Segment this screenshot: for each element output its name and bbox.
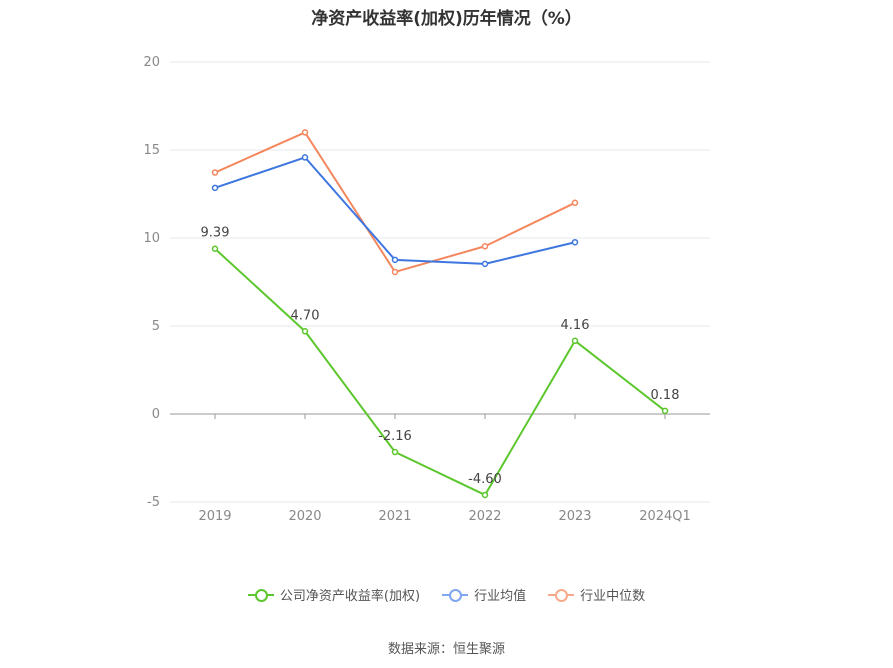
data-labels: 9.39 4.70 -2.16 -4.60 4.16 0.18 (201, 226, 680, 487)
x-axis: 2019 2020 2021 2022 2023 2024Q1 (170, 413, 710, 524)
x-tick-label: 2022 (468, 509, 501, 524)
data-point (301, 328, 309, 335)
data-label: 9.39 (201, 226, 230, 241)
data-label: 0.18 (651, 388, 680, 403)
legend-label-industry-mean: 行业均值 (474, 589, 527, 604)
y-tick-label: -5 (147, 495, 160, 510)
x-tick-label: 2019 (198, 509, 231, 524)
data-point (571, 337, 579, 345)
legend-item-industry-mean[interactable]: 行业均值 (442, 585, 526, 604)
data-point (211, 169, 219, 176)
y-tick-label: 20 (143, 55, 160, 70)
grid-lines (170, 61, 710, 503)
data-point (481, 243, 489, 250)
data-point (661, 407, 669, 415)
chart-title: 净资产收益率(加权)历年情况（%） (311, 9, 582, 29)
data-label: 4.70 (291, 308, 320, 323)
data-point (391, 256, 399, 264)
data-point (481, 260, 489, 268)
data-point (391, 448, 399, 456)
data-label: 4.16 (561, 318, 590, 333)
data-point (481, 491, 489, 499)
data-label: -4.60 (468, 472, 502, 487)
legend: 公司净资产收益率(加权) 行业均值 行业中位数 (0, 585, 893, 604)
legend-item-industry-median[interactable]: 行业中位数 (548, 585, 645, 604)
legend-marker-industry-mean (442, 588, 469, 602)
data-point (391, 268, 399, 276)
data-source: 数据来源：恒生聚源 (387, 642, 505, 657)
legend-item-company-roe[interactable]: 公司净资产收益率(加权) (247, 585, 421, 604)
data-point (211, 184, 219, 192)
data-point (301, 129, 309, 136)
data-point (301, 154, 309, 161)
series-line (214, 131, 576, 273)
y-tick-label: 10 (143, 231, 160, 246)
x-tick-label: 2021 (378, 509, 411, 524)
legend-marker-industry-median (548, 588, 575, 602)
series-lines (211, 129, 669, 499)
data-label: -2.16 (378, 429, 412, 444)
legend-label-industry-median: 行业中位数 (580, 589, 646, 604)
y-tick-label: 5 (152, 319, 160, 334)
series-line (214, 156, 576, 265)
series-line (214, 247, 666, 496)
legend-label-company-roe: 公司净资产收益率(加权) (279, 589, 421, 604)
y-tick-label: 15 (143, 143, 160, 158)
x-tick-label: 2023 (558, 509, 591, 524)
data-point (571, 199, 579, 207)
data-point (211, 245, 219, 252)
legend-marker-company-roe (247, 588, 274, 602)
y-tick-label: 0 (152, 407, 160, 422)
x-tick-label: 2020 (288, 509, 321, 524)
y-axis-ticks: -5 0 5 10 15 20 (143, 55, 160, 510)
x-tick-label: 2024Q1 (639, 509, 691, 524)
data-point (571, 238, 579, 246)
